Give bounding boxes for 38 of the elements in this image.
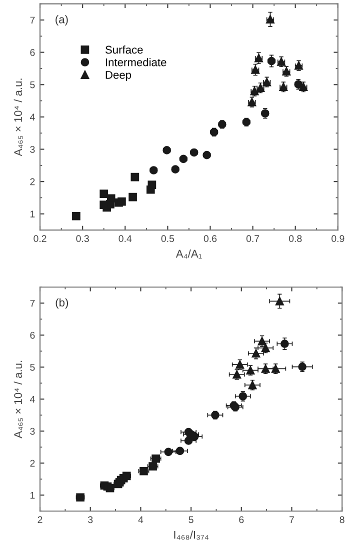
y-tick-label: 6	[30, 49, 35, 56]
y-tick-label: 1	[30, 492, 35, 499]
y-tick-label: 7	[30, 300, 35, 307]
x-tick-label: 0.3	[76, 235, 89, 242]
x-tick-label: 0.6	[204, 235, 217, 242]
x-axis-title: A₄/A₁	[176, 250, 202, 259]
y-tick-label: 2	[30, 178, 35, 186]
legend-label: Intermediate	[106, 58, 166, 66]
x-tick-label: 0.9	[332, 235, 344, 242]
y-axis-title: A₄₆₅ × 10⁴ / a.u.	[14, 360, 23, 438]
y-tick-label: 2	[30, 460, 35, 467]
x-tick-label: 7	[290, 516, 294, 524]
x-tick-label: 4	[138, 516, 144, 524]
x-tick-label: 0.8	[288, 235, 302, 242]
x-tick-label: 0.4	[118, 235, 132, 242]
x-tick-label: 0.2	[34, 235, 46, 242]
x-tick-label: 3	[88, 516, 93, 524]
y-tick-label: 5	[30, 81, 35, 88]
x-tick-label: 5	[188, 516, 194, 524]
y-tick-label: 6	[30, 332, 35, 339]
y-tick-label: 1	[30, 210, 35, 218]
y-tick-label: 3	[30, 428, 35, 435]
y-tick-label: 4	[30, 114, 35, 120]
annotation: (b)	[56, 298, 68, 309]
legend-label: Deep	[106, 71, 132, 82]
annotation: (a)	[56, 15, 68, 26]
y-tick-label: 4	[30, 396, 35, 403]
x-axis-title: I₄₆₈/I₃₇₄	[174, 530, 209, 540]
x-tick-label: 0.5	[161, 235, 174, 242]
y-tick-label: 5	[30, 364, 35, 371]
x-tick-label: 6	[239, 516, 244, 524]
x-tick-label: 8	[340, 516, 344, 524]
y-axis-title: A₄₆₅ × 10⁴ / a.u.	[14, 78, 23, 156]
x-tick-label: 2	[38, 516, 42, 524]
y-tick-label: 7	[30, 16, 35, 24]
y-tick-label: 3	[30, 146, 35, 153]
x-tick-label: 0.7	[246, 235, 260, 242]
legend-label: Surface	[105, 46, 143, 54]
